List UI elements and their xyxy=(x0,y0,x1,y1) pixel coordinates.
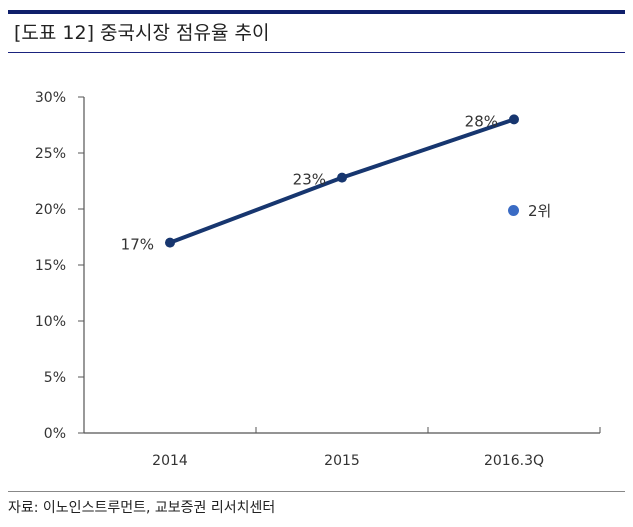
x-tick-label: 2015 xyxy=(324,453,360,469)
y-axis-ticks: 0% 5% 10% 15% 20% 25% 30% xyxy=(35,90,84,442)
x-tick-label: 2014 xyxy=(152,453,188,469)
line-chart: 0% 5% 10% 15% 20% 25% 30% 2014 2015 2016.3Q 17% 2… xyxy=(35,90,601,469)
chart-data-labels: 17% 23% 28% xyxy=(121,112,498,253)
header-top-rule xyxy=(8,10,625,14)
source-note: 자료: 이노인스트루먼트, 교보증권 리서치센터 xyxy=(8,500,276,516)
legend-marker xyxy=(508,205,519,216)
y-tick-label: 15% xyxy=(35,258,66,274)
chart-series xyxy=(165,114,519,248)
y-tick-label: 0% xyxy=(44,426,66,442)
chart-title: [도표 12] 중국시장 점유율 추이 xyxy=(14,22,270,44)
y-tick-label: 25% xyxy=(35,146,66,162)
legend: 2위 xyxy=(508,200,551,221)
y-tick-label: 10% xyxy=(35,314,66,330)
data-point xyxy=(337,172,347,183)
y-tick-label: 5% xyxy=(44,370,66,386)
x-axis-ticks: 2014 2015 2016.3Q xyxy=(83,427,601,469)
data-label: 17% xyxy=(121,236,154,254)
data-label: 23% xyxy=(293,171,326,189)
x-tick-label: 2016.3Q xyxy=(484,453,544,469)
source-rule xyxy=(8,491,625,492)
data-point xyxy=(509,114,519,125)
y-tick-label: 20% xyxy=(35,202,66,218)
title-underline xyxy=(8,52,625,53)
chart-axes xyxy=(83,97,600,434)
data-point xyxy=(165,237,175,248)
y-tick-label: 30% xyxy=(35,90,66,106)
data-label: 28% xyxy=(465,112,498,130)
legend-label: 2위 xyxy=(528,202,552,220)
